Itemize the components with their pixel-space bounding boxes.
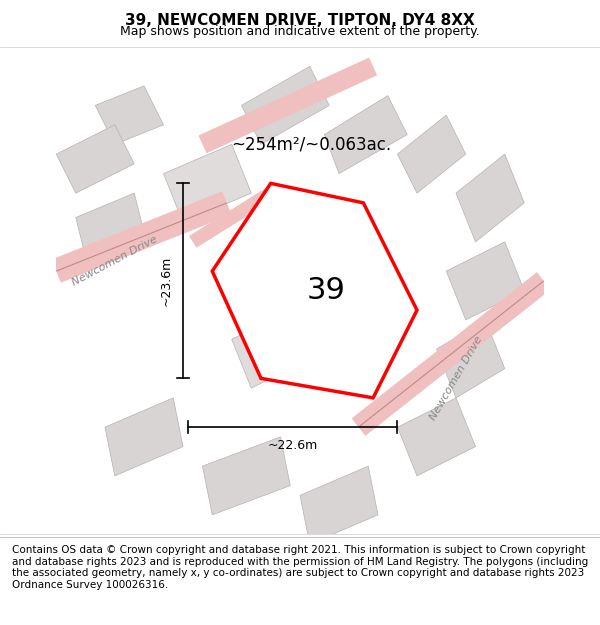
Polygon shape — [212, 183, 417, 398]
Text: ~254m²/~0.063ac.: ~254m²/~0.063ac. — [232, 136, 392, 153]
Text: Map shows position and indicative extent of the property.: Map shows position and indicative extent… — [120, 24, 480, 38]
Polygon shape — [446, 242, 524, 320]
Text: Newcomen Drive: Newcomen Drive — [428, 334, 484, 422]
Text: Contains OS data © Crown copyright and database right 2021. This information is : Contains OS data © Crown copyright and d… — [12, 545, 588, 590]
Polygon shape — [437, 320, 505, 398]
Polygon shape — [76, 193, 144, 256]
Polygon shape — [202, 437, 290, 515]
Polygon shape — [325, 96, 407, 174]
Polygon shape — [95, 86, 163, 144]
Polygon shape — [456, 154, 524, 242]
Polygon shape — [163, 144, 251, 222]
Text: ~22.6m: ~22.6m — [268, 439, 318, 452]
Text: 39, NEWCOMEN DRIVE, TIPTON, DY4 8XX: 39, NEWCOMEN DRIVE, TIPTON, DY4 8XX — [125, 13, 475, 28]
Polygon shape — [105, 398, 183, 476]
Text: Newcomen Drive: Newcomen Drive — [70, 234, 159, 288]
Text: ~23.6m: ~23.6m — [159, 256, 172, 306]
Polygon shape — [397, 398, 476, 476]
Polygon shape — [397, 115, 466, 193]
Polygon shape — [261, 252, 339, 329]
Polygon shape — [56, 125, 134, 193]
Text: 39: 39 — [307, 276, 346, 305]
Polygon shape — [232, 310, 310, 388]
Polygon shape — [300, 466, 378, 544]
Polygon shape — [241, 66, 329, 144]
